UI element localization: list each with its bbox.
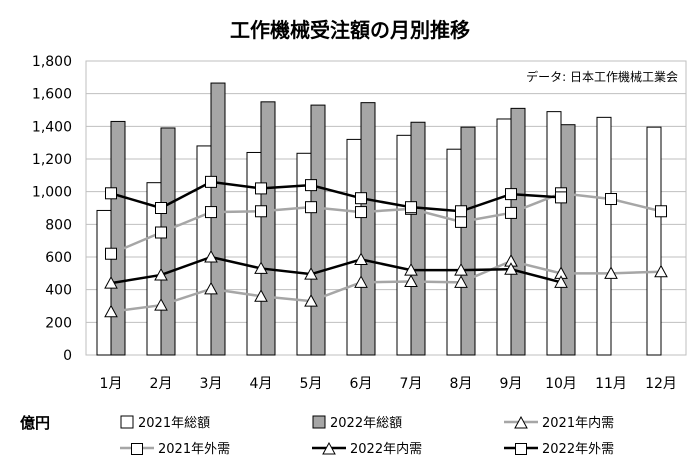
bar-2022年総額 bbox=[410, 121, 426, 356]
bar-2022年総額 bbox=[560, 124, 576, 356]
source-note: データ: 日本工作機械工業会 bbox=[526, 70, 678, 84]
point-2022年外需 bbox=[405, 201, 417, 214]
unit-label: 億円 bbox=[20, 414, 51, 432]
x-tick-label: 8月 bbox=[450, 376, 473, 392]
point-2022年外需 bbox=[505, 188, 517, 201]
x-tick-label: 6月 bbox=[350, 376, 373, 392]
point-2022年内需 bbox=[554, 275, 568, 288]
point-2021年内需 bbox=[604, 266, 618, 279]
bar-2021年総額 bbox=[496, 118, 512, 356]
x-tick-label: 9月 bbox=[500, 376, 523, 392]
bar-2022年総額 bbox=[310, 104, 326, 356]
point-2021年外需 bbox=[155, 226, 167, 239]
point-2022年内需 bbox=[104, 276, 118, 289]
point-2022年内需 bbox=[454, 263, 468, 276]
point-2021年内需 bbox=[104, 304, 118, 318]
point-2021年内需 bbox=[254, 289, 268, 302]
bar-2021年総額 bbox=[546, 111, 562, 356]
bar-2021年総額 bbox=[396, 134, 412, 356]
point-2021年内需 bbox=[354, 275, 368, 288]
x-tick-label: 11月 bbox=[595, 376, 627, 392]
point-2021年外需 bbox=[505, 206, 517, 219]
bar-2021年総額 bbox=[596, 116, 612, 356]
y-tick-label: 1,800 bbox=[32, 54, 72, 70]
point-2022年内需 bbox=[204, 249, 218, 263]
y-tick-label: 1,600 bbox=[32, 87, 72, 103]
bar-2022年総額 bbox=[510, 107, 526, 356]
point-2022年外需 bbox=[455, 205, 467, 218]
line-2021年外需 bbox=[110, 192, 662, 255]
point-2022年内需 bbox=[154, 267, 168, 281]
bar-2022年総額 bbox=[160, 127, 176, 356]
x-tick-label: 3月 bbox=[200, 376, 223, 392]
point-2022年外需 bbox=[205, 175, 217, 188]
bar-2021年総額 bbox=[446, 148, 462, 356]
point-2022年外需 bbox=[155, 202, 167, 214]
x-tick-label: 5月 bbox=[300, 376, 323, 392]
point-2021年外需 bbox=[605, 193, 617, 206]
bar-2022年総額 bbox=[210, 82, 226, 356]
point-2021年内需 bbox=[654, 264, 668, 278]
bar-2021年総額 bbox=[646, 126, 662, 356]
point-2021年内需 bbox=[304, 294, 318, 307]
point-2022年内需 bbox=[254, 261, 268, 274]
point-2021年内需 bbox=[204, 281, 218, 295]
point-2021年内需 bbox=[154, 298, 168, 311]
chart-title: 工作機械受注額の月別推移 bbox=[230, 18, 470, 42]
y-tick-label: 0 bbox=[63, 348, 72, 364]
x-tick-label: 12月 bbox=[645, 376, 677, 392]
point-2021年外需 bbox=[255, 205, 267, 218]
point-2022年内需 bbox=[304, 267, 318, 280]
x-tick-label: 4月 bbox=[250, 376, 273, 392]
point-2022年内需 bbox=[354, 252, 368, 265]
bar-2022年総額 bbox=[360, 102, 376, 356]
point-2021年外需 bbox=[455, 215, 467, 228]
point-2022年外需 bbox=[355, 192, 367, 205]
x-tick-label: 10月 bbox=[545, 376, 577, 392]
point-2022年内需 bbox=[504, 262, 518, 275]
y-tick-label: 600 bbox=[45, 250, 72, 266]
point-2022年外需 bbox=[305, 179, 317, 192]
point-2021年内需 bbox=[404, 274, 418, 287]
y-tick-label: 1,000 bbox=[32, 185, 72, 201]
line-2021年内需 bbox=[110, 259, 662, 313]
point-2021年外需 bbox=[355, 206, 367, 219]
y-tick-label: 200 bbox=[45, 315, 72, 331]
x-tick-label: 7月 bbox=[400, 376, 423, 392]
bar-2021年総額 bbox=[346, 138, 362, 356]
y-tick-label: 1,200 bbox=[32, 152, 72, 168]
y-tick-label: 1,400 bbox=[32, 119, 72, 135]
point-2022年内需 bbox=[404, 263, 418, 276]
y-tick-label: 800 bbox=[45, 217, 72, 233]
point-2021年外需 bbox=[205, 206, 217, 219]
bar-2022年総額 bbox=[110, 120, 126, 356]
point-2021年内需 bbox=[454, 275, 468, 288]
bar-2022年総額 bbox=[260, 101, 276, 356]
point-2022年外需 bbox=[255, 182, 267, 195]
point-2021年外需 bbox=[655, 205, 667, 218]
y-tick-label: 400 bbox=[45, 283, 72, 299]
point-2021年外需 bbox=[305, 201, 317, 214]
point-2022年外需 bbox=[555, 191, 567, 204]
point-2022年外需 bbox=[105, 187, 117, 200]
line-2022年外需 bbox=[110, 180, 562, 213]
plot-area bbox=[85, 60, 687, 356]
bar-2022年総額 bbox=[460, 126, 476, 356]
line-2022年内需 bbox=[110, 255, 562, 285]
x-tick-label: 2月 bbox=[150, 376, 173, 392]
point-2021年外需 bbox=[105, 247, 117, 260]
x-tick-label: 1月 bbox=[100, 376, 123, 392]
